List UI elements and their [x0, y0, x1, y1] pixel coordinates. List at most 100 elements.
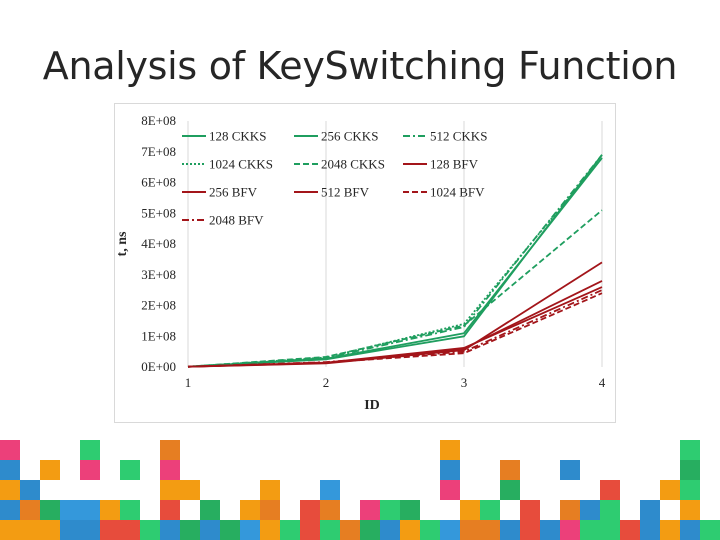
legend-entry: 512 BFV — [321, 185, 370, 200]
mosaic-tile — [500, 480, 520, 500]
mosaic-tile — [120, 520, 140, 540]
mosaic-tile — [440, 520, 460, 540]
legend-entry: 2048 BFV — [209, 213, 264, 228]
mosaic-tile — [360, 500, 380, 520]
mosaic-tile — [220, 520, 240, 540]
y-tick-label: 0E+00 — [141, 359, 176, 374]
x-tick-label: 2 — [323, 375, 330, 390]
mosaic-tile — [260, 480, 280, 500]
mosaic-tile — [480, 520, 500, 540]
mosaic-tile — [680, 480, 700, 500]
y-axis-label: t, ns — [115, 231, 130, 256]
mosaic-tile — [420, 520, 440, 540]
chart-frame: 0E+00 1E+08 2E+08 3E+08 4E+08 5E+08 6E+08 7E+08… — [114, 103, 616, 423]
mosaic-tile — [40, 500, 60, 520]
legend-entry: 512 CKKS — [430, 129, 487, 144]
legend-entry: 1024 BFV — [430, 185, 485, 200]
mosaic-tile — [520, 520, 540, 540]
mosaic-tile — [240, 500, 260, 520]
mosaic-tile — [140, 520, 160, 540]
mosaic-tile — [80, 520, 100, 540]
mosaic-tile — [80, 500, 100, 520]
mosaic-tile — [440, 440, 460, 460]
mosaic-tile — [200, 500, 220, 520]
mosaic-tile — [120, 500, 140, 520]
mosaic-tile — [520, 500, 540, 520]
mosaic-tile — [280, 520, 300, 540]
mosaic-tile — [20, 520, 40, 540]
mosaic-tile — [20, 500, 40, 520]
mosaic-tile — [640, 520, 660, 540]
mosaic-tile — [580, 520, 600, 540]
mosaic-tile — [260, 500, 280, 520]
mosaic-tile — [380, 500, 400, 520]
mosaic-tile — [320, 500, 340, 520]
mosaic-tile — [660, 480, 680, 500]
y-tick-label: 7E+08 — [141, 144, 176, 159]
mosaic-tile — [680, 460, 700, 480]
mosaic-tile — [320, 520, 340, 540]
mosaic-tile — [600, 500, 620, 520]
mosaic-tile — [580, 500, 600, 520]
x-tick-label: 1 — [185, 375, 192, 390]
mosaic-tile — [200, 520, 220, 540]
series-line-1024-bfv — [187, 292, 603, 368]
legend-entry: 2048 CKKS — [321, 157, 385, 172]
mosaic-tile — [360, 520, 380, 540]
mosaic-tile — [560, 520, 580, 540]
mosaic-tile — [260, 520, 280, 540]
x-tick-label: 3 — [461, 375, 468, 390]
legend-entry: 128 BFV — [430, 157, 479, 172]
mosaic-tile — [640, 500, 660, 520]
mosaic-tile — [100, 500, 120, 520]
mosaic-tile — [440, 480, 460, 500]
mosaic-tile — [20, 480, 40, 500]
y-tick-label: 3E+08 — [141, 267, 176, 282]
mosaic-tile — [460, 520, 480, 540]
mosaic-tile — [680, 520, 700, 540]
mosaic-tile — [600, 520, 620, 540]
mosaic-tile — [600, 480, 620, 500]
mosaic-tile — [60, 520, 80, 540]
mosaic-tile — [700, 520, 720, 540]
slide-title: Analysis of KeySwitching Function — [42, 44, 678, 88]
y-tick-label: 2E+08 — [141, 298, 176, 313]
mosaic-tile — [240, 520, 260, 540]
mosaic-tile — [160, 440, 180, 460]
line-chart: 0E+00 1E+08 2E+08 3E+08 4E+08 5E+08 6E+08 7E+08… — [115, 113, 606, 413]
mosaic-tile — [300, 520, 320, 540]
mosaic-tile — [160, 520, 180, 540]
mosaic-tile — [80, 460, 100, 480]
mosaic-tile — [340, 520, 360, 540]
mosaic-tile — [0, 480, 20, 500]
mosaic-tile — [560, 460, 580, 480]
x-axis-label: ID — [364, 398, 380, 413]
mosaic-tile — [0, 520, 20, 540]
mosaic-tile — [60, 500, 80, 520]
x-tick-label: 4 — [599, 375, 606, 390]
y-tick-label: 5E+08 — [141, 205, 176, 220]
mosaic-tile — [480, 500, 500, 520]
y-tick-label: 6E+08 — [141, 175, 176, 190]
mosaic-tile — [500, 460, 520, 480]
mosaic-tile — [500, 520, 520, 540]
mosaic-tile — [620, 520, 640, 540]
legend-entry: 128 CKKS — [209, 129, 266, 144]
mosaic-tile — [400, 520, 420, 540]
mosaic-tile — [120, 460, 140, 480]
series-line-512-bfv — [187, 286, 603, 368]
mosaic-tile — [560, 500, 580, 520]
mosaic-tile — [80, 440, 100, 460]
legend-entry: 256 BFV — [209, 185, 258, 200]
mosaic-tile — [160, 500, 180, 520]
mosaic-tile — [40, 520, 60, 540]
legend-entry: 256 CKKS — [321, 129, 378, 144]
mosaic-tile — [320, 480, 340, 500]
mosaic-tile — [0, 500, 20, 520]
series-line-2048-ckks — [187, 209, 603, 368]
mosaic-tile — [460, 500, 480, 520]
mosaic-tile — [40, 460, 60, 480]
y-tick-label: 4E+08 — [141, 236, 176, 251]
mosaic-tile — [180, 480, 200, 500]
